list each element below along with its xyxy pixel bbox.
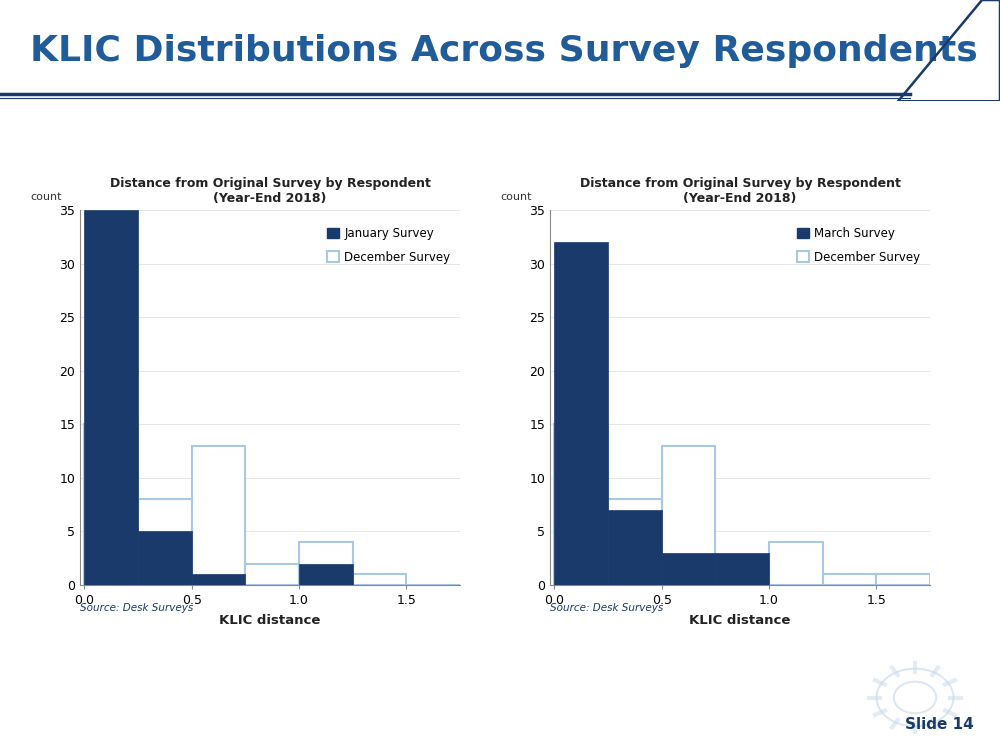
Text: Source: Desk Surveys: Source: Desk Surveys xyxy=(550,603,663,613)
Bar xyxy=(192,574,245,585)
Text: KLIC Distributions Across Survey Respondents: KLIC Distributions Across Survey Respond… xyxy=(30,34,978,68)
Bar xyxy=(554,242,608,585)
Bar xyxy=(662,553,715,585)
Bar xyxy=(299,542,353,585)
Text: Source: Desk Surveys: Source: Desk Surveys xyxy=(80,603,193,613)
Bar xyxy=(84,210,138,585)
Title: Distance from Original Survey by Respondent
(Year-End 2018): Distance from Original Survey by Respond… xyxy=(110,177,430,205)
X-axis label: KLIC distance: KLIC distance xyxy=(689,614,791,627)
Bar xyxy=(608,500,662,585)
Bar xyxy=(192,446,245,585)
Bar xyxy=(245,563,299,585)
Bar xyxy=(138,532,192,585)
Legend: January Survey, December Survey: January Survey, December Survey xyxy=(323,224,454,267)
Bar xyxy=(769,542,823,585)
Title: Distance from Original Survey by Respondent
(Year-End 2018): Distance from Original Survey by Respond… xyxy=(580,177,900,205)
Text: Slide 14: Slide 14 xyxy=(905,717,974,732)
Text: count: count xyxy=(501,193,532,202)
Bar xyxy=(138,500,192,585)
Legend: March Survey, December Survey: March Survey, December Survey xyxy=(793,224,924,267)
Bar xyxy=(662,446,715,585)
Bar xyxy=(876,574,930,585)
X-axis label: KLIC distance: KLIC distance xyxy=(219,614,321,627)
Bar xyxy=(84,424,138,585)
Bar xyxy=(608,510,662,585)
Text: count: count xyxy=(31,193,62,202)
Bar xyxy=(353,574,406,585)
Bar xyxy=(299,563,353,585)
Bar xyxy=(554,424,608,585)
Bar xyxy=(715,553,769,585)
Bar xyxy=(823,574,876,585)
